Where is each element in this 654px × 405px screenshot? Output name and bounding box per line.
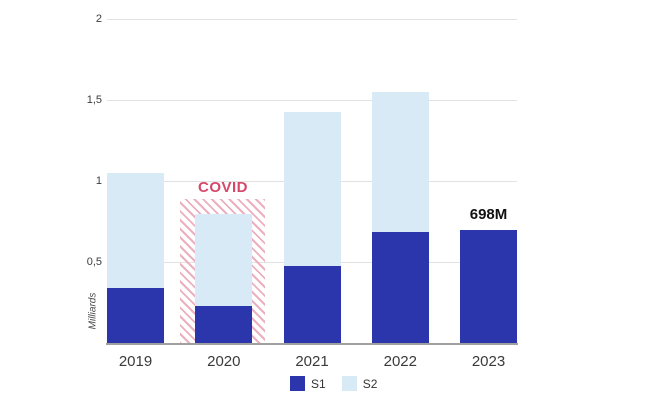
- bar-2020-segment-s2: [195, 213, 253, 307]
- bar-2020: [195, 213, 253, 344]
- bar-2019-segment-s1: [107, 288, 164, 344]
- x-label-2023: 2023: [471, 353, 506, 370]
- x-label-2020: 2020: [207, 353, 241, 370]
- covid-annotation: COVID: [197, 179, 248, 196]
- legend-label-s2: S2: [362, 376, 378, 391]
- y-axis-title: Milliards: [87, 292, 99, 330]
- bar-2023: 698M: [460, 206, 517, 344]
- legend: S1 S2: [290, 376, 377, 391]
- bar-2020-segment-s1: [195, 306, 253, 344]
- x-label-2021: 2021: [295, 353, 329, 370]
- bar-2021-segment-s1: [283, 265, 341, 344]
- x-axis-line: [106, 343, 518, 345]
- legend-label-s1: S1: [311, 376, 326, 391]
- bar-2023-segment-s1: [460, 230, 517, 344]
- legend-item-s2: S2: [341, 376, 378, 391]
- gridline-2: [107, 19, 517, 20]
- bar-2021-segment-s2: [283, 111, 341, 266]
- legend-swatch-s2: [341, 376, 357, 391]
- bar-2019-segment-s2: [107, 173, 164, 289]
- bar-2021: [283, 111, 341, 344]
- bar-2022-segment-s1: [371, 231, 429, 344]
- bar-2022-segment-s2: [371, 92, 429, 232]
- bar-2022: [371, 92, 429, 344]
- y-tick-label-0-5: 0,5: [86, 256, 102, 269]
- y-tick-label-1: 1: [95, 175, 102, 188]
- x-label-2022: 2022: [383, 353, 417, 370]
- y-tick-label-1-5: 1,5: [86, 94, 102, 107]
- y-tick-label-2: 2: [95, 13, 102, 25]
- gridline-1-5: [107, 100, 517, 102]
- value-label-698m: 698M: [469, 206, 508, 224]
- bar-2019: [107, 173, 164, 344]
- x-label-2019: 2019: [118, 353, 153, 370]
- legend-swatch-s1: [290, 376, 305, 391]
- legend-item-s1: S1: [290, 376, 326, 391]
